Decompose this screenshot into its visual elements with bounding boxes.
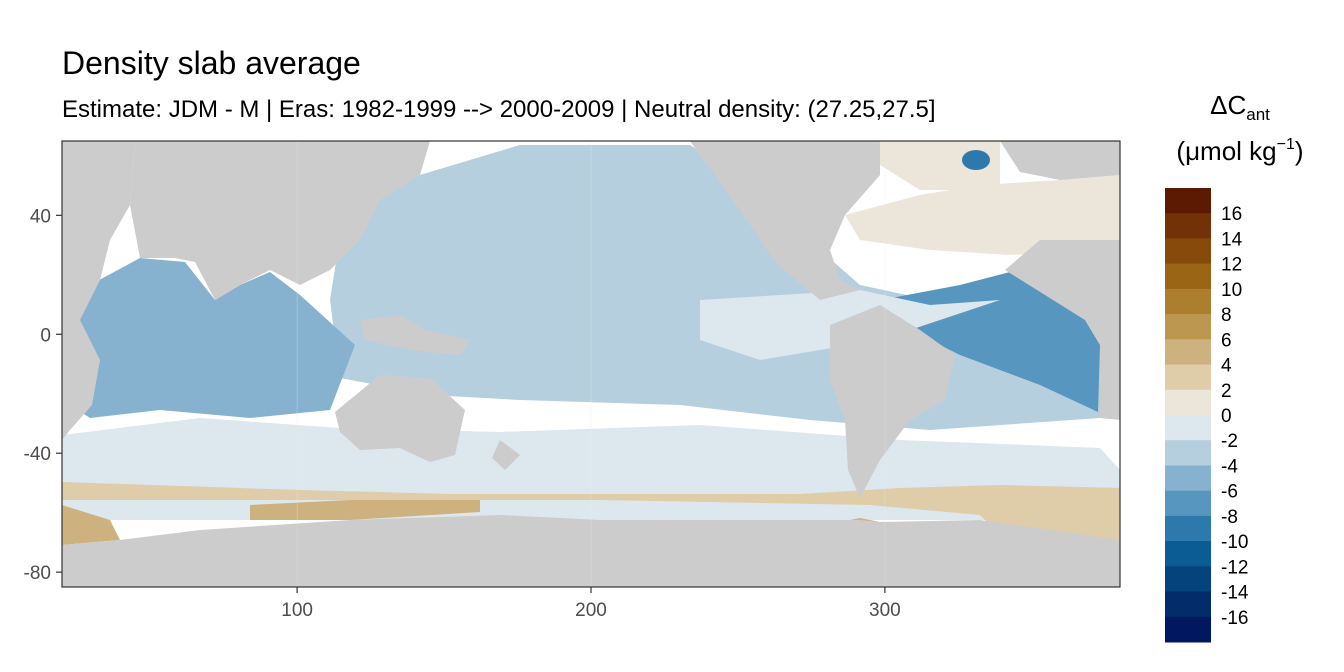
legend-label: -6	[1221, 482, 1238, 503]
y-tick-label: -40	[24, 444, 51, 465]
y-tick-label: 40	[30, 206, 51, 227]
legend-label: -10	[1221, 532, 1248, 553]
x-tick-label: 200	[575, 600, 607, 621]
legend: ΔCant (μmol kg−1) 16 14 12 10 8 6 4 2 0 -2 -4 -6 -8 -…	[1165, 90, 1304, 643]
legend-label: -12	[1221, 557, 1248, 578]
legend-key	[1165, 238, 1211, 265]
africa-land	[62, 141, 135, 440]
legend-key	[1165, 566, 1211, 593]
x-tick-label: 300	[869, 600, 901, 621]
y-tick-label: -80	[24, 563, 51, 584]
legend-key	[1165, 616, 1211, 643]
legend-title: ΔCant	[1210, 90, 1270, 124]
new-zealand-land	[492, 440, 520, 470]
asia-europe-land	[130, 141, 430, 300]
legend-label: 8	[1221, 305, 1232, 326]
y-tick-label: 0	[40, 325, 51, 346]
legend-key	[1165, 591, 1211, 618]
chart-title: Density slab average	[62, 45, 361, 81]
chart-subtitle: Estimate: JDM - M | Eras: 1982-1999 --> …	[62, 96, 936, 123]
legend-label: -8	[1221, 507, 1238, 528]
field-weddell-sector	[62, 482, 1120, 540]
south-america-land	[830, 305, 955, 498]
legend-label: 4	[1221, 356, 1232, 377]
australia-land	[335, 375, 465, 462]
map-panel	[62, 141, 1120, 587]
legend-key	[1165, 541, 1211, 567]
north-america-land	[690, 141, 880, 300]
legend-key	[1165, 415, 1211, 441]
legend-label: -4	[1221, 456, 1238, 477]
x-axis: 100 200 300	[281, 587, 901, 621]
indonesia-land	[360, 315, 470, 355]
legend-label: 2	[1221, 381, 1232, 402]
legend-label: 14	[1221, 229, 1243, 250]
legend-key	[1165, 465, 1211, 492]
legend-label: 6	[1221, 330, 1232, 351]
legend-key	[1165, 213, 1211, 239]
west-africa-land	[1005, 240, 1120, 420]
legend-key	[1165, 515, 1211, 542]
legend-key	[1165, 440, 1211, 466]
greenland-land	[1000, 141, 1120, 180]
legend-key	[1165, 288, 1211, 315]
legend-label: 16	[1221, 204, 1242, 225]
legend-label: -2	[1221, 431, 1238, 452]
legend-key	[1165, 339, 1211, 366]
legend-key	[1165, 364, 1211, 391]
legend-key	[1165, 188, 1211, 214]
legend-label: -14	[1221, 583, 1249, 604]
legend-key	[1165, 263, 1211, 290]
x-tick-label: 100	[281, 600, 313, 621]
legend-label: 10	[1221, 280, 1242, 301]
legend-label: -16	[1221, 608, 1248, 629]
legend-unit: (μmol kg−1)	[1176, 136, 1303, 166]
legend-key	[1165, 314, 1211, 340]
legend-key	[1165, 389, 1211, 416]
legend-label: 0	[1221, 406, 1232, 427]
legend-key	[1165, 490, 1211, 517]
grid-lines	[296, 141, 886, 587]
field-indian-ocean	[62, 258, 355, 418]
field-antarctic-margin	[62, 490, 880, 552]
y-axis: 40 0 -40 -80	[24, 206, 62, 584]
legend-label: 12	[1221, 255, 1242, 276]
field-north-atlantic	[845, 141, 1120, 255]
field-labrador-sea-spot	[962, 150, 990, 170]
